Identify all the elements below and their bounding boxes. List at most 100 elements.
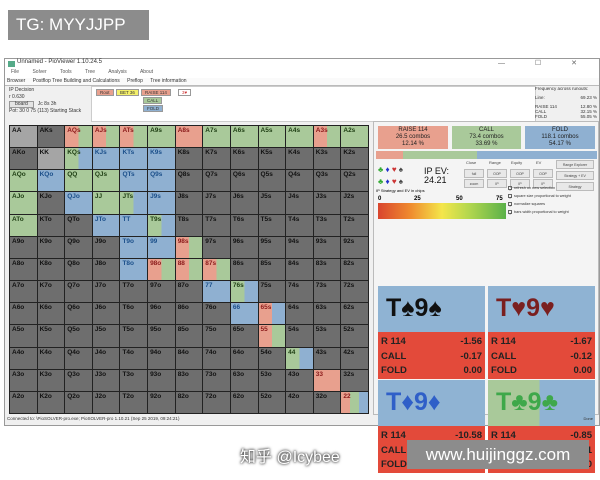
hand-cell[interactable]: J8o xyxy=(92,258,120,281)
hand-cell[interactable]: AQs xyxy=(65,126,92,148)
hand-cell[interactable]: 87o xyxy=(175,281,203,303)
node-fold[interactable]: FOLD xyxy=(143,105,164,112)
hand-cell[interactable]: A4o xyxy=(10,347,37,369)
hand-cell[interactable]: 63o xyxy=(230,369,258,391)
hand-cell[interactable]: K4s xyxy=(286,148,313,170)
hand-cell[interactable]: K8o xyxy=(37,258,65,281)
checkbox-bars-width[interactable]: ✓ bars width proportional to weight xyxy=(508,210,569,216)
hand-cell[interactable]: T6s xyxy=(230,214,258,236)
hand-cell[interactable]: K5o xyxy=(37,325,65,347)
hand-cell[interactable]: 42s xyxy=(341,347,368,369)
hand-cell[interactable]: AJs xyxy=(92,126,120,148)
hand-cell[interactable]: JJ xyxy=(92,192,120,214)
hand-cell[interactable]: AKo xyxy=(10,148,37,170)
hand-cell[interactable]: Q8s xyxy=(175,170,203,192)
range-oop-button[interactable]: OOP xyxy=(487,169,507,178)
hand-cell[interactable]: 84o xyxy=(175,347,203,369)
hand-cell[interactable]: KK xyxy=(37,148,65,170)
hand-cell[interactable]: 76s xyxy=(230,281,258,303)
hand-cell[interactable]: K7o xyxy=(37,281,65,303)
hand-cell[interactable]: 74o xyxy=(203,347,230,369)
hand-cell[interactable]: QJs xyxy=(92,170,120,192)
hand-cell[interactable]: 62o xyxy=(230,391,258,413)
hand-cell[interactable]: T2o xyxy=(120,391,148,413)
hand-cell[interactable]: 72o xyxy=(203,391,230,413)
tab-browser[interactable]: Browser xyxy=(7,78,26,84)
hand-cell[interactable]: J7o xyxy=(92,281,120,303)
hand-cell[interactable]: K2o xyxy=(37,391,65,413)
hand-cell[interactable]: AA xyxy=(10,126,37,148)
checkbox-refresh[interactable]: ✓ refresh on new selection xyxy=(508,186,556,192)
hand-cell[interactable]: T6o xyxy=(120,303,148,325)
ev-ip-button[interactable]: IP xyxy=(533,179,553,188)
hand-cell[interactable]: 76o xyxy=(203,303,230,325)
node-call[interactable]: CALL xyxy=(143,97,163,104)
hand-cell[interactable]: 75o xyxy=(203,325,230,347)
hand-cell[interactable]: QTo xyxy=(65,214,92,236)
node-next-card[interactable]: 3♥ xyxy=(178,89,192,96)
hand-cell[interactable]: A2s xyxy=(341,126,368,148)
hand-cell[interactable]: 32s xyxy=(341,369,368,391)
node-root[interactable]: Root xyxy=(96,89,114,96)
hand-cell[interactable]: 63s xyxy=(313,303,341,325)
combo-card[interactable]: T♠9♠ R 114 -1.56 CALL -0.17 FOLD 0.00 xyxy=(378,286,485,379)
strategy-raise[interactable]: RAISE 114 26.5 combos 12.14 % xyxy=(378,126,448,149)
hand-cell[interactable]: 88 xyxy=(175,258,203,281)
hand-cell[interactable]: A7o xyxy=(10,281,37,303)
menu-about[interactable]: About xyxy=(139,69,154,75)
hand-cell[interactable]: 32o xyxy=(313,391,341,413)
hand-cell[interactable]: J5o xyxy=(92,325,120,347)
hand-cell[interactable]: A8s xyxy=(175,126,203,148)
hand-cell[interactable]: T3s xyxy=(313,214,341,236)
hand-cell[interactable]: J6s xyxy=(230,192,258,214)
hand-cell[interactable]: 83s xyxy=(313,258,341,281)
hand-cell[interactable]: QTs xyxy=(120,170,148,192)
menu-tools[interactable]: Tools xyxy=(59,69,72,75)
board-button[interactable]: board xyxy=(9,101,34,108)
node-raise[interactable]: RAISE 114 xyxy=(141,89,171,96)
hand-cell[interactable]: 73o xyxy=(203,369,230,391)
hand-cell[interactable]: 22 xyxy=(341,391,368,413)
hand-cell[interactable]: K6o xyxy=(37,303,65,325)
hand-cell[interactable]: KJs xyxy=(92,148,120,170)
hand-cell[interactable]: Q3s xyxy=(313,170,341,192)
hand-cell[interactable]: 66 xyxy=(230,303,258,325)
hand-cell[interactable]: T9s xyxy=(148,214,175,236)
hand-cell[interactable]: Q4o xyxy=(65,347,92,369)
hand-cell[interactable]: K6s xyxy=(230,148,258,170)
menu-file[interactable]: File xyxy=(11,69,20,75)
hand-cell[interactable]: JTs xyxy=(120,192,148,214)
hand-cell[interactable]: 42o xyxy=(286,391,313,413)
hand-cell[interactable]: 92s xyxy=(341,236,368,258)
tab-postflop[interactable]: Postflop Tree Building and Calculations xyxy=(32,78,120,84)
hand-cell[interactable]: 54o xyxy=(258,347,286,369)
hand-cell[interactable]: 65s xyxy=(258,303,286,325)
hand-cell[interactable]: 72s xyxy=(341,281,368,303)
hand-cell[interactable]: K2s xyxy=(341,148,368,170)
hand-cell[interactable]: K3o xyxy=(37,369,65,391)
hand-cell[interactable]: 86s xyxy=(230,258,258,281)
menu-analysis[interactable]: Analysis xyxy=(108,69,127,75)
hand-cell[interactable]: KJo xyxy=(37,192,65,214)
hand-cell[interactable]: 83o xyxy=(175,369,203,391)
hand-cell[interactable]: A5s xyxy=(258,126,286,148)
hand-cell[interactable]: AKs xyxy=(37,126,65,148)
hand-cell[interactable]: Q7s xyxy=(203,170,230,192)
hand-cell[interactable]: 64o xyxy=(230,347,258,369)
hand-cell[interactable]: J4o xyxy=(92,347,120,369)
tab-preflop[interactable]: Preflop xyxy=(127,78,143,84)
hand-cell[interactable]: 99 xyxy=(148,236,175,258)
hand-cell[interactable]: 44 xyxy=(286,347,313,369)
hand-cell[interactable]: T5o xyxy=(120,325,148,347)
hand-cell[interactable]: 53o xyxy=(258,369,286,391)
hand-cell[interactable]: A6o xyxy=(10,303,37,325)
hand-cell[interactable]: 82o xyxy=(175,391,203,413)
suit-filters[interactable]: ♣ ♦ ♥ ♠ ♣ ♦ ♥ ♠ xyxy=(378,165,404,186)
hand-cell[interactable]: 77 xyxy=(203,281,230,303)
hand-cell[interactable]: Q5s xyxy=(258,170,286,192)
hand-cell[interactable]: 52s xyxy=(341,325,368,347)
checkbox-square-size[interactable]: ✓ square size proportional to weight xyxy=(508,194,571,200)
hand-cell[interactable]: T8s xyxy=(175,214,203,236)
hand-cell[interactable]: A7s xyxy=(203,126,230,148)
hand-cell[interactable]: T4o xyxy=(120,347,148,369)
